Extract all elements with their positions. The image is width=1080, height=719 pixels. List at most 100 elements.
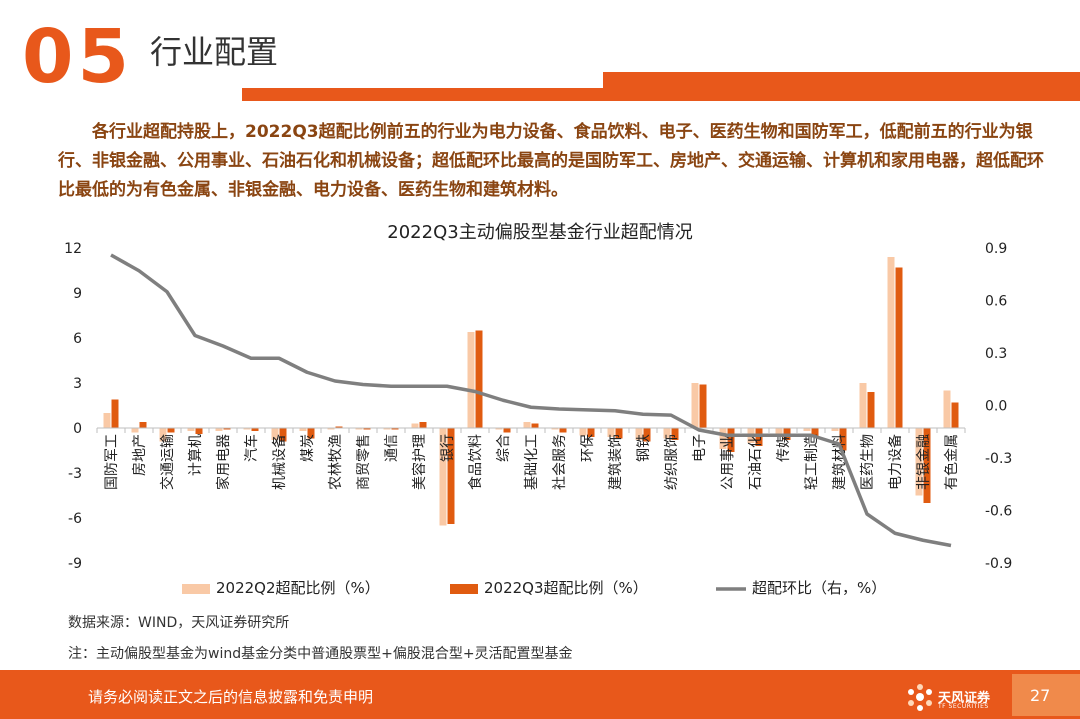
- bar-q2-社会服务: [551, 428, 559, 430]
- bar-q2-建筑材料: [831, 428, 839, 431]
- bar-q3-钢铁: [643, 428, 651, 442]
- x-category-label: 机械设备: [271, 434, 288, 490]
- bar-q3-美容护理: [419, 422, 427, 428]
- x-category-label: 纺织服饰: [664, 434, 680, 490]
- legend-label-line: 超配环比（右，%）: [752, 579, 886, 597]
- x-category-label: 通信: [384, 434, 400, 462]
- x-category-label: 基础化工: [523, 434, 540, 490]
- bar-q2-食品饮料: [467, 332, 475, 428]
- bar-q2-建筑装饰: [607, 428, 615, 437]
- x-category-label: 石油石化: [748, 434, 764, 490]
- x-category-label: 综合: [496, 434, 512, 462]
- bar-q2-钢铁: [635, 428, 643, 440]
- bar-q2-有色金属: [943, 390, 951, 428]
- legend-swatch-q3: [450, 584, 478, 594]
- x-category-label: 煤炭: [300, 434, 316, 462]
- section-number: 05: [22, 14, 133, 100]
- bar-q3-通信: [391, 428, 399, 430]
- bar-q2-环保: [579, 428, 587, 436]
- x-category-label: 商贸零售: [356, 434, 372, 490]
- company-logo-subtext: TF SECURITIES: [938, 703, 989, 710]
- bar-q3-计算机: [195, 428, 203, 434]
- y-left-tick-label: 0: [73, 421, 82, 437]
- bar-q3-轻工制造: [811, 428, 819, 437]
- chart-title: 2022Q3主动偏股型基金行业超配情况: [387, 222, 693, 243]
- bar-q3-建筑材料: [839, 428, 847, 451]
- bar-q2-机械设备: [271, 428, 279, 440]
- bar-q3-煤炭: [307, 428, 315, 439]
- y-right-tick-label: -0.9: [985, 556, 1012, 572]
- y-right-tick-label: 0.3: [985, 346, 1007, 362]
- y-right-tick-label: 0.0: [985, 399, 1007, 415]
- bar-q2-传媒: [775, 428, 783, 437]
- y-left-tick-label: 12: [64, 241, 82, 257]
- bar-q3-房地产: [139, 422, 147, 428]
- bar-q2-电力设备: [887, 257, 895, 428]
- x-category-label: 电子: [692, 434, 708, 462]
- x-category-label: 社会服务: [552, 434, 568, 490]
- title-accent-bar-top: [603, 72, 1080, 88]
- bar-q2-美容护理: [411, 423, 419, 428]
- x-category-label: 钢铁: [636, 434, 652, 462]
- y-right-tick-label: -0.6: [985, 504, 1012, 520]
- bar-q3-国防军工: [111, 399, 119, 428]
- x-category-label: 汽车: [243, 434, 260, 462]
- bar-q2-计算机: [187, 428, 195, 431]
- y-left-tick-label: -3: [68, 466, 82, 482]
- x-category-label: 公用事业: [720, 434, 736, 490]
- bar-q3-环保: [587, 428, 595, 437]
- bar-q3-纺织服饰: [671, 428, 679, 440]
- bar-q3-家用电器: [223, 428, 231, 430]
- bar-q2-医药生物: [859, 383, 867, 428]
- x-category-label: 农林牧渔: [328, 434, 344, 490]
- x-category-label: 银行: [440, 434, 456, 462]
- bar-q3-建筑装饰: [615, 428, 623, 439]
- y-left-tick-label: -9: [68, 556, 82, 572]
- bar-q3-非银金融: [923, 428, 931, 503]
- x-category-label: 有色金属: [943, 434, 960, 490]
- bar-q3-医药生物: [867, 392, 875, 428]
- bar-q2-公用事业: [719, 428, 727, 449]
- bar-q2-商贸零售: [355, 428, 363, 430]
- x-category-label: 食品饮料: [467, 434, 484, 490]
- line-qoq-change: [110, 253, 952, 548]
- x-category-label: 医药生物: [860, 434, 876, 490]
- bar-q3-电子: [699, 384, 707, 428]
- bar-q2-非银金融: [915, 428, 923, 496]
- title-accent-bar: [242, 88, 1080, 101]
- y-right-tick-label: 0.6: [985, 294, 1007, 310]
- bar-q3-交通运输: [167, 428, 175, 433]
- page-number-box: [1012, 674, 1080, 716]
- bar-q3-食品饮料: [475, 330, 483, 428]
- x-category-label: 建筑材料: [832, 434, 848, 490]
- page-title: 行业配置: [150, 33, 279, 71]
- bar-q2-轻工制造: [803, 428, 811, 431]
- bar-q3-综合: [503, 428, 511, 433]
- page-number: 27: [1030, 686, 1051, 705]
- x-category-label: 建筑装饰: [608, 434, 624, 490]
- footer-disclaimer[interactable]: 请务必阅读正文之后的信息披露和免责申明: [88, 688, 374, 706]
- bar-q3-公用事业: [727, 428, 735, 452]
- x-category-label: 房地产: [132, 434, 148, 476]
- x-category-label: 美容护理: [411, 434, 428, 490]
- company-logo-text: 天风证券: [938, 691, 991, 706]
- bar-q3-社会服务: [559, 428, 567, 433]
- bar-q2-电子: [691, 383, 699, 428]
- chart: -9 -6 -3 0 3 6 9 12 -0.9 -0.6 -0.3 0.0 0.3 0.6 0.9 国防军工…: [64, 241, 1012, 597]
- footer-bar: [0, 670, 1080, 719]
- bar-q3-银行: [447, 428, 455, 524]
- bar-q3-汽车: [251, 428, 259, 431]
- bar-q2-煤炭: [299, 428, 307, 431]
- bar-q3-农林牧渔: [335, 426, 343, 428]
- x-category-label: 传媒: [776, 434, 792, 462]
- company-logo-icon: [908, 684, 932, 711]
- y-right-tick-label: -0.3: [985, 451, 1012, 467]
- bar-q3-电力设备: [895, 267, 903, 428]
- y-right-tick-label: 0.9: [985, 241, 1007, 257]
- legend-label-q3: 2022Q3超配比例（%）: [484, 579, 648, 597]
- x-category-label: 计算机: [188, 434, 204, 476]
- y-left-tick-label: 9: [73, 286, 82, 302]
- x-category-label: 轻工制造: [804, 434, 820, 490]
- x-category-label: 交通运输: [159, 434, 176, 490]
- x-category-label: 国防军工: [104, 434, 120, 490]
